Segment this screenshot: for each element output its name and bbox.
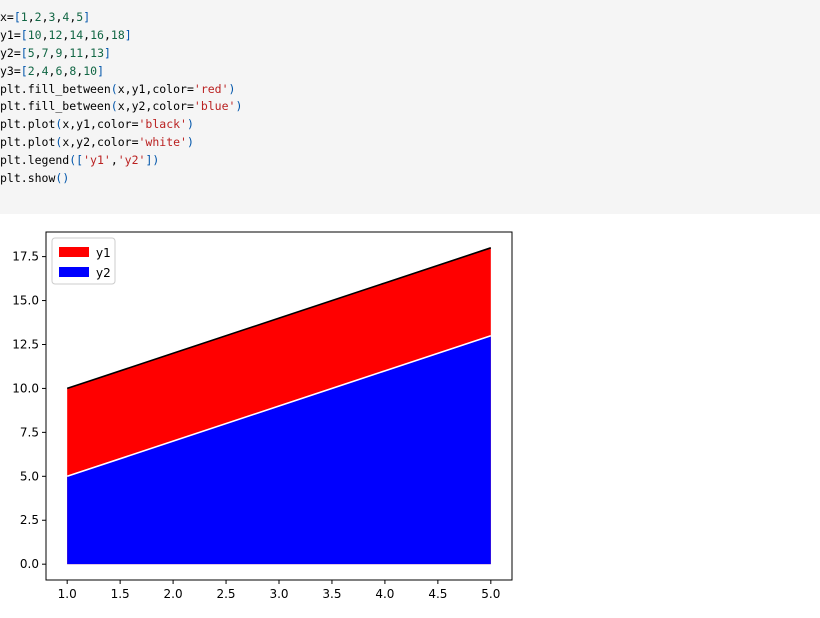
code-editor[interactable]: x=[1,2,3,4,5]y1=[10,12,14,16,18]y2=[5,7,… bbox=[0, 9, 242, 188]
y-tick-label: 5.0 bbox=[20, 469, 39, 483]
legend-label-y2: y2 bbox=[96, 266, 111, 280]
code-token: 10 bbox=[28, 28, 42, 42]
code-line: y3=[2,4,6,8,10] bbox=[0, 63, 242, 81]
code-line: plt.fill_between(x,y2,color='blue') bbox=[0, 98, 242, 116]
code-token: 12 bbox=[49, 28, 63, 42]
code-token: ] bbox=[125, 28, 132, 42]
code-token: 10 bbox=[83, 64, 97, 78]
code-token: 4 bbox=[42, 64, 49, 78]
code-token: , bbox=[35, 64, 42, 78]
code-token: [ bbox=[21, 64, 28, 78]
x-tick-label: 3.0 bbox=[269, 587, 288, 601]
code-token: plt.fill_between bbox=[0, 82, 111, 96]
x-tick-label: 2.0 bbox=[164, 587, 183, 601]
code-token: , bbox=[104, 28, 111, 42]
code-token: ] bbox=[83, 10, 90, 24]
code-line: plt.show() bbox=[0, 170, 242, 188]
x-tick-label: 1.0 bbox=[58, 587, 77, 601]
code-token: y3= bbox=[0, 64, 21, 78]
code-line: plt.plot(x,y1,color='black') bbox=[0, 116, 242, 134]
code-token: [ bbox=[21, 46, 28, 60]
x-tick-label: 1.5 bbox=[111, 587, 130, 601]
legend-label-y1: y1 bbox=[96, 246, 111, 260]
x-tick-label: 2.5 bbox=[216, 587, 235, 601]
code-token: 2 bbox=[28, 64, 35, 78]
code-token: ) bbox=[187, 117, 194, 131]
code-token: 2 bbox=[35, 10, 42, 24]
code-token: [ bbox=[14, 10, 21, 24]
code-token: 'y1' bbox=[83, 153, 111, 167]
code-token: x,y1,color= bbox=[118, 82, 194, 96]
x-tick-label: 5.0 bbox=[481, 587, 500, 601]
code-token: x,y2,color= bbox=[118, 99, 194, 113]
code-token: x= bbox=[0, 10, 14, 24]
code-token: ] bbox=[97, 64, 104, 78]
code-token: plt.fill_between bbox=[0, 99, 111, 113]
code-line: plt.legend(['y1','y2']) bbox=[0, 152, 242, 170]
code-token: 13 bbox=[90, 46, 104, 60]
code-token: ([ bbox=[69, 153, 83, 167]
area-chart: 1.0 1.5 2.0 2.5 3.0 3.5 4.0 4.5 5.0 0.0 2.5 5.0 7.5 1… bbox=[0, 214, 820, 613]
code-token: , bbox=[111, 153, 118, 167]
code-token: ] bbox=[104, 46, 111, 60]
code-line: x=[1,2,3,4,5] bbox=[0, 9, 242, 27]
code-token: ) bbox=[229, 82, 236, 96]
code-token: 'blue' bbox=[194, 99, 236, 113]
code-token: , bbox=[28, 10, 35, 24]
code-token: 'black' bbox=[139, 117, 187, 131]
code-token: ( bbox=[111, 82, 118, 96]
code-token: , bbox=[35, 46, 42, 60]
y-tick-label: 2.5 bbox=[20, 513, 39, 527]
code-line: plt.fill_between(x,y1,color='red') bbox=[0, 81, 242, 99]
x-tick-label: 4.5 bbox=[428, 587, 447, 601]
code-token: ( bbox=[111, 99, 118, 113]
code-token: 'red' bbox=[194, 82, 229, 96]
code-token: , bbox=[42, 10, 49, 24]
code-token: ) bbox=[187, 135, 194, 149]
code-token: 5 bbox=[28, 46, 35, 60]
legend-swatch-y1 bbox=[59, 247, 89, 257]
code-token: 16 bbox=[90, 28, 104, 42]
code-token: 1 bbox=[21, 10, 28, 24]
code-token: , bbox=[42, 28, 49, 42]
code-line: plt.plot(x,y2,color='white') bbox=[0, 134, 242, 152]
y-tick-label: 15.0 bbox=[12, 294, 39, 308]
code-token: 18 bbox=[111, 28, 125, 42]
y-tick-label: 12.5 bbox=[12, 337, 39, 351]
code-token: x,y1,color= bbox=[62, 117, 138, 131]
code-line: y1=[10,12,14,16,18] bbox=[0, 27, 242, 45]
y-tick-label: 17.5 bbox=[12, 250, 39, 264]
code-token: y2= bbox=[0, 46, 21, 60]
code-token: [ bbox=[21, 28, 28, 42]
x-tick-label: 4.0 bbox=[375, 587, 394, 601]
code-token: plt.plot bbox=[0, 117, 55, 131]
code-token: 'white' bbox=[139, 135, 187, 149]
y-tick-label: 0.0 bbox=[20, 557, 39, 571]
code-token: y1= bbox=[0, 28, 21, 42]
code-line: y2=[5,7,9,11,13] bbox=[0, 45, 242, 63]
series-layer bbox=[67, 248, 491, 564]
code-token: 11 bbox=[69, 46, 83, 60]
code-token: plt.plot bbox=[0, 135, 55, 149]
y-tick-label: 10.0 bbox=[12, 381, 39, 395]
code-token: 'y2' bbox=[118, 153, 146, 167]
x-tick-label: 3.5 bbox=[322, 587, 341, 601]
code-token: ]) bbox=[145, 153, 159, 167]
code-cell[interactable]: x=[1,2,3,4,5]y1=[10,12,14,16,18]y2=[5,7,… bbox=[0, 0, 820, 214]
code-token: ) bbox=[235, 99, 242, 113]
legend-swatch-y2 bbox=[59, 267, 89, 277]
code-token: 14 bbox=[69, 28, 83, 42]
output-area: 1.0 1.5 2.0 2.5 3.0 3.5 4.0 4.5 5.0 0.0 2.5 5.0 7.5 1… bbox=[0, 214, 820, 613]
code-token: x,y2,color= bbox=[62, 135, 138, 149]
code-token: plt.legend bbox=[0, 153, 69, 167]
y-tick-label: 7.5 bbox=[20, 425, 39, 439]
code-token: () bbox=[55, 171, 69, 185]
code-token: 7 bbox=[42, 46, 49, 60]
code-token: plt.show bbox=[0, 171, 55, 185]
